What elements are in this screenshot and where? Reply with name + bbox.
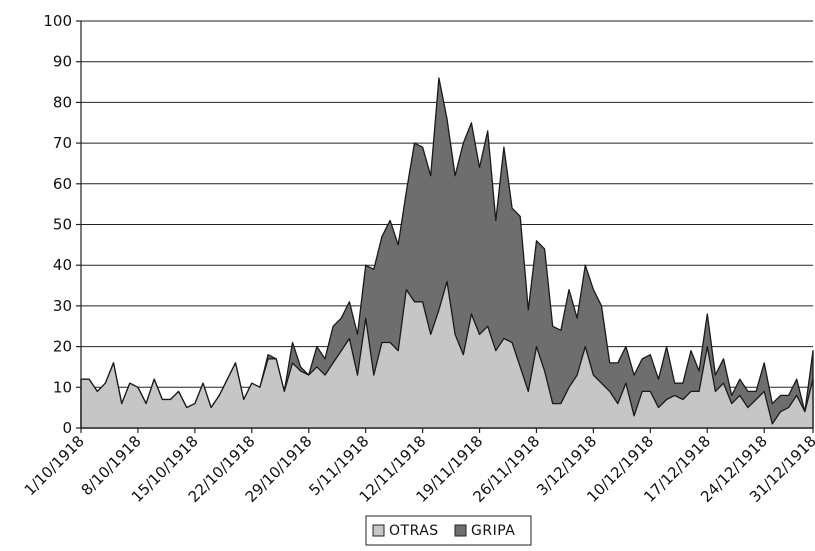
- y-tick-label-60: 60: [53, 175, 72, 193]
- legend-swatch-gripa: [454, 524, 467, 537]
- y-tick-label-80: 80: [53, 93, 72, 111]
- y-tick-label-40: 40: [53, 256, 72, 274]
- y-tick-label-20: 20: [53, 338, 72, 356]
- x-tick-labels: 1/10/19188/10/191815/10/191822/10/191829…: [21, 432, 815, 506]
- axes: [76, 20, 814, 433]
- legend: OTRAS GRIPA: [365, 515, 532, 546]
- y-tick-label-10: 10: [53, 378, 72, 396]
- x-tick-label: 1/10/1918: [21, 432, 88, 499]
- y-tick-label-50: 50: [53, 216, 72, 234]
- y-tick-labels: 0 10 20 30 40 50 60 70 80 90 100: [43, 12, 72, 437]
- y-tick-label-100: 100: [43, 12, 72, 30]
- series-areas: [80, 77, 814, 429]
- y-tick-label-70: 70: [53, 134, 72, 152]
- legend-swatch-otras: [372, 524, 385, 537]
- y-tick-label-30: 30: [53, 297, 72, 315]
- legend-label-gripa: GRIPA: [471, 523, 515, 539]
- y-tick-label-90: 90: [53, 53, 72, 71]
- legend-label-otras: OTRAS: [389, 523, 439, 539]
- series-area-otras: [80, 280, 814, 429]
- legend-box: [365, 515, 532, 546]
- y-tick-label-0: 0: [62, 419, 72, 437]
